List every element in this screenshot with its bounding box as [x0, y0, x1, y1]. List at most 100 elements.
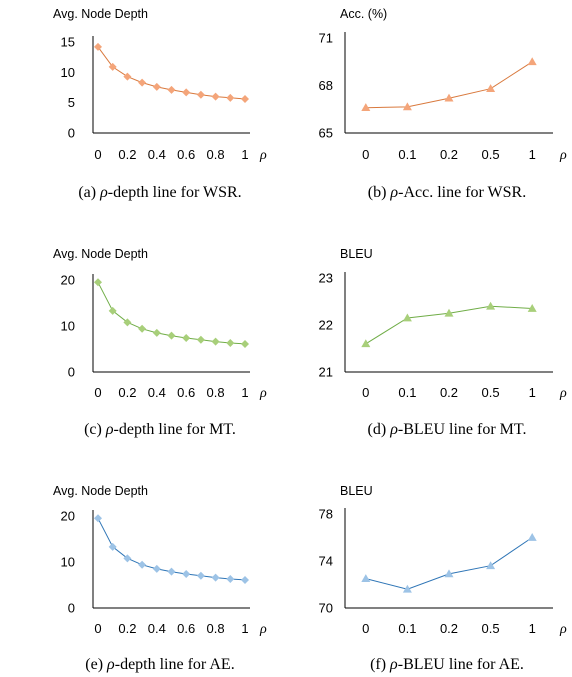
data-point-marker — [152, 328, 161, 337]
x-tick-label: 0.2 — [118, 385, 136, 400]
x-axis-symbol: ρ — [259, 148, 267, 163]
caption-symbol: ρ — [389, 421, 398, 438]
caption-prefix: (f) — [370, 656, 390, 673]
data-point-marker — [138, 78, 147, 87]
caption-prefix: (d) — [368, 421, 391, 438]
data-point-marker — [486, 561, 496, 570]
caption-prefix: (c) — [84, 421, 106, 438]
data-point-marker — [94, 514, 102, 523]
x-tick-label: 0.2 — [440, 385, 458, 400]
x-tick-label: 0.6 — [177, 385, 195, 400]
y-axis-label: BLEU — [340, 247, 373, 261]
panel-caption: (b) ρ-Acc. line for WSR. — [368, 184, 526, 201]
data-point-marker — [94, 42, 102, 51]
x-tick-label: 0 — [362, 385, 369, 400]
y-tick-label: 68 — [319, 78, 333, 93]
y-axis-label: Avg. Node Depth — [53, 247, 148, 261]
data-point-marker — [402, 313, 412, 322]
x-axis-symbol: ρ — [559, 386, 567, 401]
y-tick-label: 71 — [319, 31, 333, 46]
data-point-marker — [527, 57, 537, 66]
data-point-marker — [123, 318, 132, 327]
panel-caption: (d) ρ-BLEU line for MT. — [368, 421, 527, 438]
y-tick-label: 20 — [61, 509, 75, 524]
data-point-marker — [361, 339, 371, 348]
caption-symbol: ρ — [99, 184, 108, 201]
y-tick-label: 22 — [319, 318, 333, 333]
x-axis-symbol: ρ — [559, 622, 567, 637]
caption-text: -BLEU line for MT. — [398, 421, 527, 438]
x-tick-label: 0.6 — [177, 621, 195, 636]
x-tick-label: 0.2 — [118, 147, 136, 162]
data-point-marker — [138, 560, 147, 569]
y-tick-label: 20 — [61, 273, 75, 288]
x-tick-label: 0 — [94, 621, 101, 636]
data-point-marker — [94, 278, 102, 287]
x-tick-label: 0.5 — [482, 147, 500, 162]
panel-caption: (a) ρ-depth line for WSR. — [78, 184, 241, 201]
data-point-marker — [182, 88, 191, 97]
y-tick-label: 78 — [319, 507, 333, 522]
data-point-marker — [444, 93, 454, 102]
series-line — [365, 537, 533, 590]
x-tick-label: 0.4 — [148, 385, 166, 400]
y-tick-label: 70 — [319, 601, 333, 616]
y-axis-label: Avg. Node Depth — [53, 7, 148, 21]
panel-caption: (e) ρ-depth line for AE. — [85, 656, 234, 673]
caption-symbol: ρ — [106, 656, 115, 673]
x-tick-label: 0.4 — [148, 147, 166, 162]
data-point-marker — [138, 324, 147, 333]
caption-text: -Acc. line for WSR. — [398, 184, 526, 201]
caption-text: -BLEU line for AE. — [398, 656, 524, 673]
caption-symbol: ρ — [105, 421, 114, 438]
x-tick-label: 0 — [94, 147, 101, 162]
data-point-marker — [108, 62, 117, 71]
x-tick-label: 0.2 — [440, 621, 458, 636]
caption-symbol: ρ — [389, 184, 398, 201]
y-tick-label: 0 — [68, 126, 75, 141]
x-tick-label: 0.8 — [207, 385, 225, 400]
data-point-marker — [108, 542, 117, 551]
data-point-marker — [241, 339, 249, 348]
x-tick-label: 0.5 — [482, 385, 500, 400]
data-point-marker — [123, 72, 132, 81]
x-tick-label: 0 — [94, 385, 101, 400]
caption-text: -depth line for AE. — [115, 656, 235, 673]
y-tick-label: 23 — [319, 271, 333, 286]
x-axis-symbol: ρ — [559, 148, 567, 163]
x-tick-label: 1 — [529, 621, 536, 636]
x-tick-label: 0.6 — [177, 147, 195, 162]
data-point-marker — [152, 82, 161, 91]
y-tick-label: 5 — [68, 95, 75, 110]
x-tick-label: 0.2 — [440, 147, 458, 162]
x-tick-label: 1 — [241, 385, 248, 400]
data-point-marker — [226, 575, 235, 584]
data-point-marker — [486, 301, 496, 310]
y-tick-label: 10 — [61, 555, 75, 570]
x-tick-label: 0.1 — [398, 147, 416, 162]
data-point-marker — [361, 103, 371, 112]
data-point-marker — [226, 93, 235, 102]
caption-text: -depth line for WSR. — [108, 184, 242, 201]
data-point-marker — [241, 95, 249, 104]
data-point-marker — [486, 84, 496, 93]
x-tick-label: 1 — [529, 385, 536, 400]
x-tick-label: 1 — [241, 147, 248, 162]
data-point-marker — [167, 85, 176, 94]
y-tick-label: 0 — [68, 601, 75, 616]
x-tick-label: 0.8 — [207, 147, 225, 162]
y-axis-label: Acc. (%) — [340, 7, 387, 21]
y-axis-label: Avg. Node Depth — [53, 484, 148, 498]
data-point-marker — [211, 573, 220, 582]
y-tick-label: 74 — [319, 554, 333, 569]
data-point-marker — [444, 569, 454, 578]
data-point-marker — [361, 574, 371, 582]
data-point-marker — [152, 564, 161, 573]
y-tick-label: 10 — [61, 319, 75, 334]
data-point-marker — [527, 304, 537, 312]
